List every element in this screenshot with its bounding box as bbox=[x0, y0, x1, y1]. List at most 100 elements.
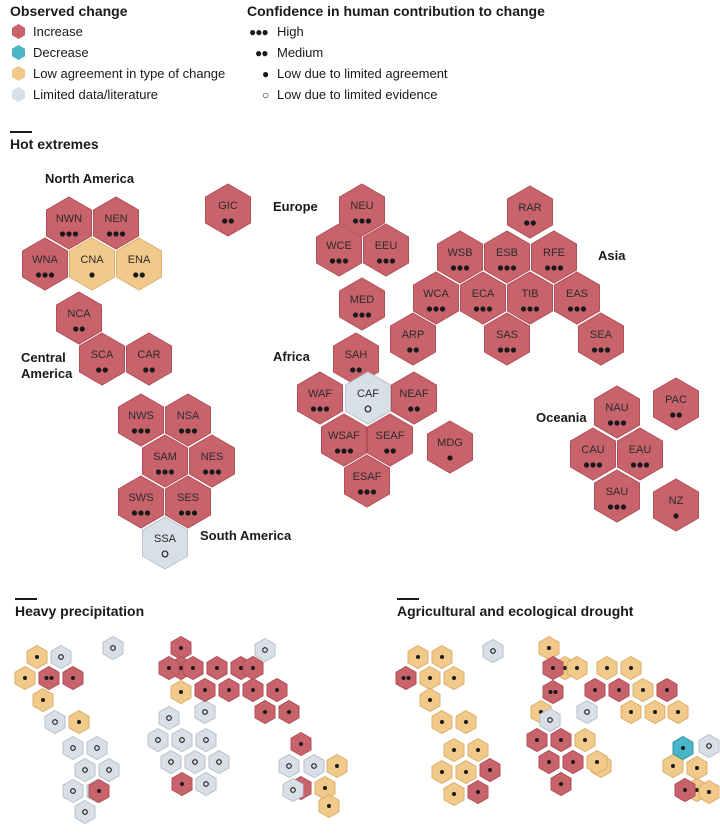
hexagon-shape bbox=[69, 237, 115, 291]
region-hexagon bbox=[482, 638, 504, 664]
hexagon-shape bbox=[427, 420, 473, 474]
low-evidence-dot bbox=[179, 737, 185, 743]
low-evidence-dot bbox=[58, 654, 64, 660]
region-hexagon bbox=[620, 699, 642, 725]
region-hexagon bbox=[38, 665, 60, 691]
region-hexagon bbox=[282, 777, 304, 803]
hexagon-shape bbox=[158, 705, 180, 731]
observed-change-title: Observed change bbox=[10, 3, 128, 19]
confidence-dot bbox=[102, 367, 108, 373]
hexagon-shape bbox=[205, 183, 251, 237]
confidence-dot bbox=[334, 448, 341, 454]
confidence-dot bbox=[365, 312, 372, 318]
confidence-dot bbox=[59, 231, 66, 237]
hexagon-shape bbox=[79, 332, 125, 386]
hexagon-shape bbox=[194, 699, 216, 725]
hexagon-shape bbox=[142, 434, 188, 488]
confidence-dot bbox=[567, 306, 574, 312]
confidence-dot bbox=[97, 789, 101, 793]
low-evidence-dot bbox=[547, 717, 553, 723]
region-code: SAH bbox=[345, 349, 368, 361]
confidence-dot bbox=[671, 764, 675, 768]
confidence-dot bbox=[144, 510, 151, 516]
confidence-dot bbox=[179, 690, 183, 694]
region-hexagon-car: CAR bbox=[126, 332, 172, 386]
legend-label: Low due to limited evidence bbox=[277, 87, 438, 102]
region-hexagon bbox=[698, 779, 720, 805]
hexagon-shape bbox=[62, 735, 84, 761]
confidence-dot bbox=[275, 688, 279, 692]
legend-item-limited-data: Limited data/literature bbox=[12, 87, 158, 102]
legend-label: Limited data/literature bbox=[33, 87, 159, 102]
region-hexagon-neu: NEU bbox=[339, 183, 385, 237]
confidence-dot bbox=[336, 258, 342, 264]
confidence-dot bbox=[447, 455, 453, 461]
region-hexagon-nca: NCA bbox=[56, 291, 102, 345]
confidence-dot bbox=[480, 306, 486, 312]
hexagon-shape bbox=[189, 434, 235, 488]
confidence-dot bbox=[41, 698, 45, 702]
low-evidence-dot bbox=[286, 763, 292, 769]
confidence-dot bbox=[133, 272, 139, 278]
region-hexagon-wsb: WSB bbox=[437, 230, 483, 284]
hexagon-shape bbox=[390, 312, 436, 366]
region-hexagon bbox=[586, 749, 608, 775]
confidence-dot bbox=[547, 760, 551, 764]
confidence-dot bbox=[504, 265, 510, 271]
hexagon-shape bbox=[554, 271, 600, 325]
confidence-dot bbox=[605, 666, 609, 670]
hexagon-swatch-limited-data bbox=[12, 87, 25, 102]
confidence-dot bbox=[413, 347, 419, 353]
region-hexagon-cau: CAU bbox=[570, 427, 616, 481]
hexagon-shape bbox=[594, 385, 640, 439]
confidence-dot bbox=[228, 218, 234, 224]
region-hexagon-sca: SCA bbox=[79, 332, 125, 386]
confidence-dot bbox=[179, 646, 183, 650]
confidence-dot bbox=[317, 406, 323, 412]
region-hexagon bbox=[686, 755, 708, 781]
confidence-dot bbox=[520, 306, 527, 312]
region-code: SES bbox=[177, 492, 199, 504]
region-hexagon bbox=[218, 677, 240, 703]
hexagon-shape bbox=[339, 277, 385, 331]
confidence-dot bbox=[406, 676, 411, 680]
confidence-dot bbox=[113, 231, 119, 237]
region-hexagon bbox=[656, 677, 678, 703]
region-code: EAU bbox=[629, 444, 652, 456]
region-hexagon bbox=[526, 727, 548, 753]
hexagon-shape bbox=[339, 183, 385, 237]
confidence-dot bbox=[35, 655, 39, 659]
legend-confidence-low-agreement: ● Low due to limited agreement bbox=[249, 66, 448, 81]
low-evidence-dot bbox=[490, 648, 496, 654]
confidence-dot bbox=[450, 265, 457, 271]
hexagon-swatch-increase bbox=[12, 24, 25, 39]
confidence-dot bbox=[463, 265, 470, 271]
region-label-central-america: Central America bbox=[21, 350, 73, 381]
confidence-dot bbox=[551, 666, 555, 670]
hexagon-shape bbox=[102, 635, 124, 661]
confidence-dot bbox=[607, 420, 614, 426]
region-hexagon-wce: WCE bbox=[316, 223, 362, 277]
region-hexagon-pac: PAC bbox=[653, 377, 699, 431]
region-hexagon bbox=[208, 749, 230, 775]
region-hexagon bbox=[632, 677, 654, 703]
region-hexagon bbox=[479, 757, 501, 783]
region-code: CAR bbox=[137, 349, 160, 361]
region-hexagon-eeu: EEU bbox=[363, 223, 409, 277]
hexagon-shape bbox=[321, 413, 367, 467]
low-evidence-dot bbox=[70, 788, 76, 794]
confidence-dot bbox=[72, 231, 79, 237]
legend-label: Medium bbox=[277, 45, 324, 60]
region-code: ESB bbox=[496, 247, 518, 259]
legend-label: Increase bbox=[33, 24, 83, 39]
hexagon-shape bbox=[539, 707, 561, 733]
region-hexagon bbox=[102, 635, 124, 661]
confidence-dot bbox=[440, 770, 444, 774]
confidence-dot bbox=[548, 690, 553, 694]
region-hexagon bbox=[566, 655, 588, 681]
region-code: MED bbox=[350, 294, 375, 306]
hexagon-shape bbox=[278, 753, 300, 779]
region-hexagon bbox=[62, 665, 84, 691]
confidence-dot bbox=[583, 738, 587, 742]
region-code: SEAF bbox=[376, 430, 405, 442]
